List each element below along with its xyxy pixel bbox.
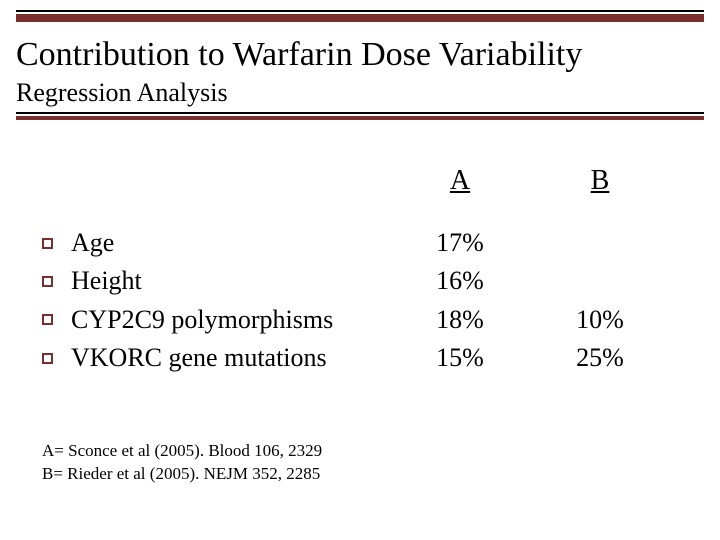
value-a: 17% xyxy=(395,225,525,261)
value-a: 16% xyxy=(395,263,525,299)
slide-title: Contribution to Warfarin Dose Variabilit… xyxy=(16,36,582,74)
column-header-a: A xyxy=(395,165,525,197)
factor-label: Height xyxy=(71,263,142,299)
factor-label: VKORC gene mutations xyxy=(71,340,327,376)
column-headers-row: A B xyxy=(0,165,720,197)
table-row: VKORC gene mutations 15% 25% xyxy=(0,340,720,376)
table-row: CYP2C9 polymorphisms 18% 10% xyxy=(0,302,720,338)
mid-rule-thick xyxy=(16,116,704,120)
footnote-a: A= Sconce et al (2005). Blood 106, 2329 xyxy=(42,440,322,463)
slide-subtitle: Regression Analysis xyxy=(16,78,228,108)
factor-cell: Height xyxy=(0,263,395,299)
square-bullet-icon xyxy=(42,276,53,287)
factor-cell: VKORC gene mutations xyxy=(0,340,395,376)
value-b: 10% xyxy=(525,302,675,338)
factor-cell: Age xyxy=(0,225,395,261)
factor-label: CYP2C9 polymorphisms xyxy=(71,302,333,338)
content-area: A B Age 17% Height 16% CYP2C9 polymorphi… xyxy=(0,165,720,379)
value-a: 18% xyxy=(395,302,525,338)
mid-rule-thin xyxy=(16,112,704,114)
table-row: Height 16% xyxy=(0,263,720,299)
factor-label: Age xyxy=(71,225,114,261)
value-a: 15% xyxy=(395,340,525,376)
top-rule-thick xyxy=(16,14,704,22)
footnote-b: B= Rieder et al (2005). NEJM 352, 2285 xyxy=(42,463,322,486)
table-row: Age 17% xyxy=(0,225,720,261)
top-rule-thin xyxy=(16,10,704,12)
footnotes: A= Sconce et al (2005). Blood 106, 2329 … xyxy=(42,440,322,486)
value-b: 25% xyxy=(525,340,675,376)
factor-cell: CYP2C9 polymorphisms xyxy=(0,302,395,338)
column-header-spacer xyxy=(0,165,395,197)
square-bullet-icon xyxy=(42,353,53,364)
square-bullet-icon xyxy=(42,314,53,325)
column-header-b: B xyxy=(525,165,675,197)
data-rows: Age 17% Height 16% CYP2C9 polymorphisms … xyxy=(0,225,720,377)
square-bullet-icon xyxy=(42,238,53,249)
